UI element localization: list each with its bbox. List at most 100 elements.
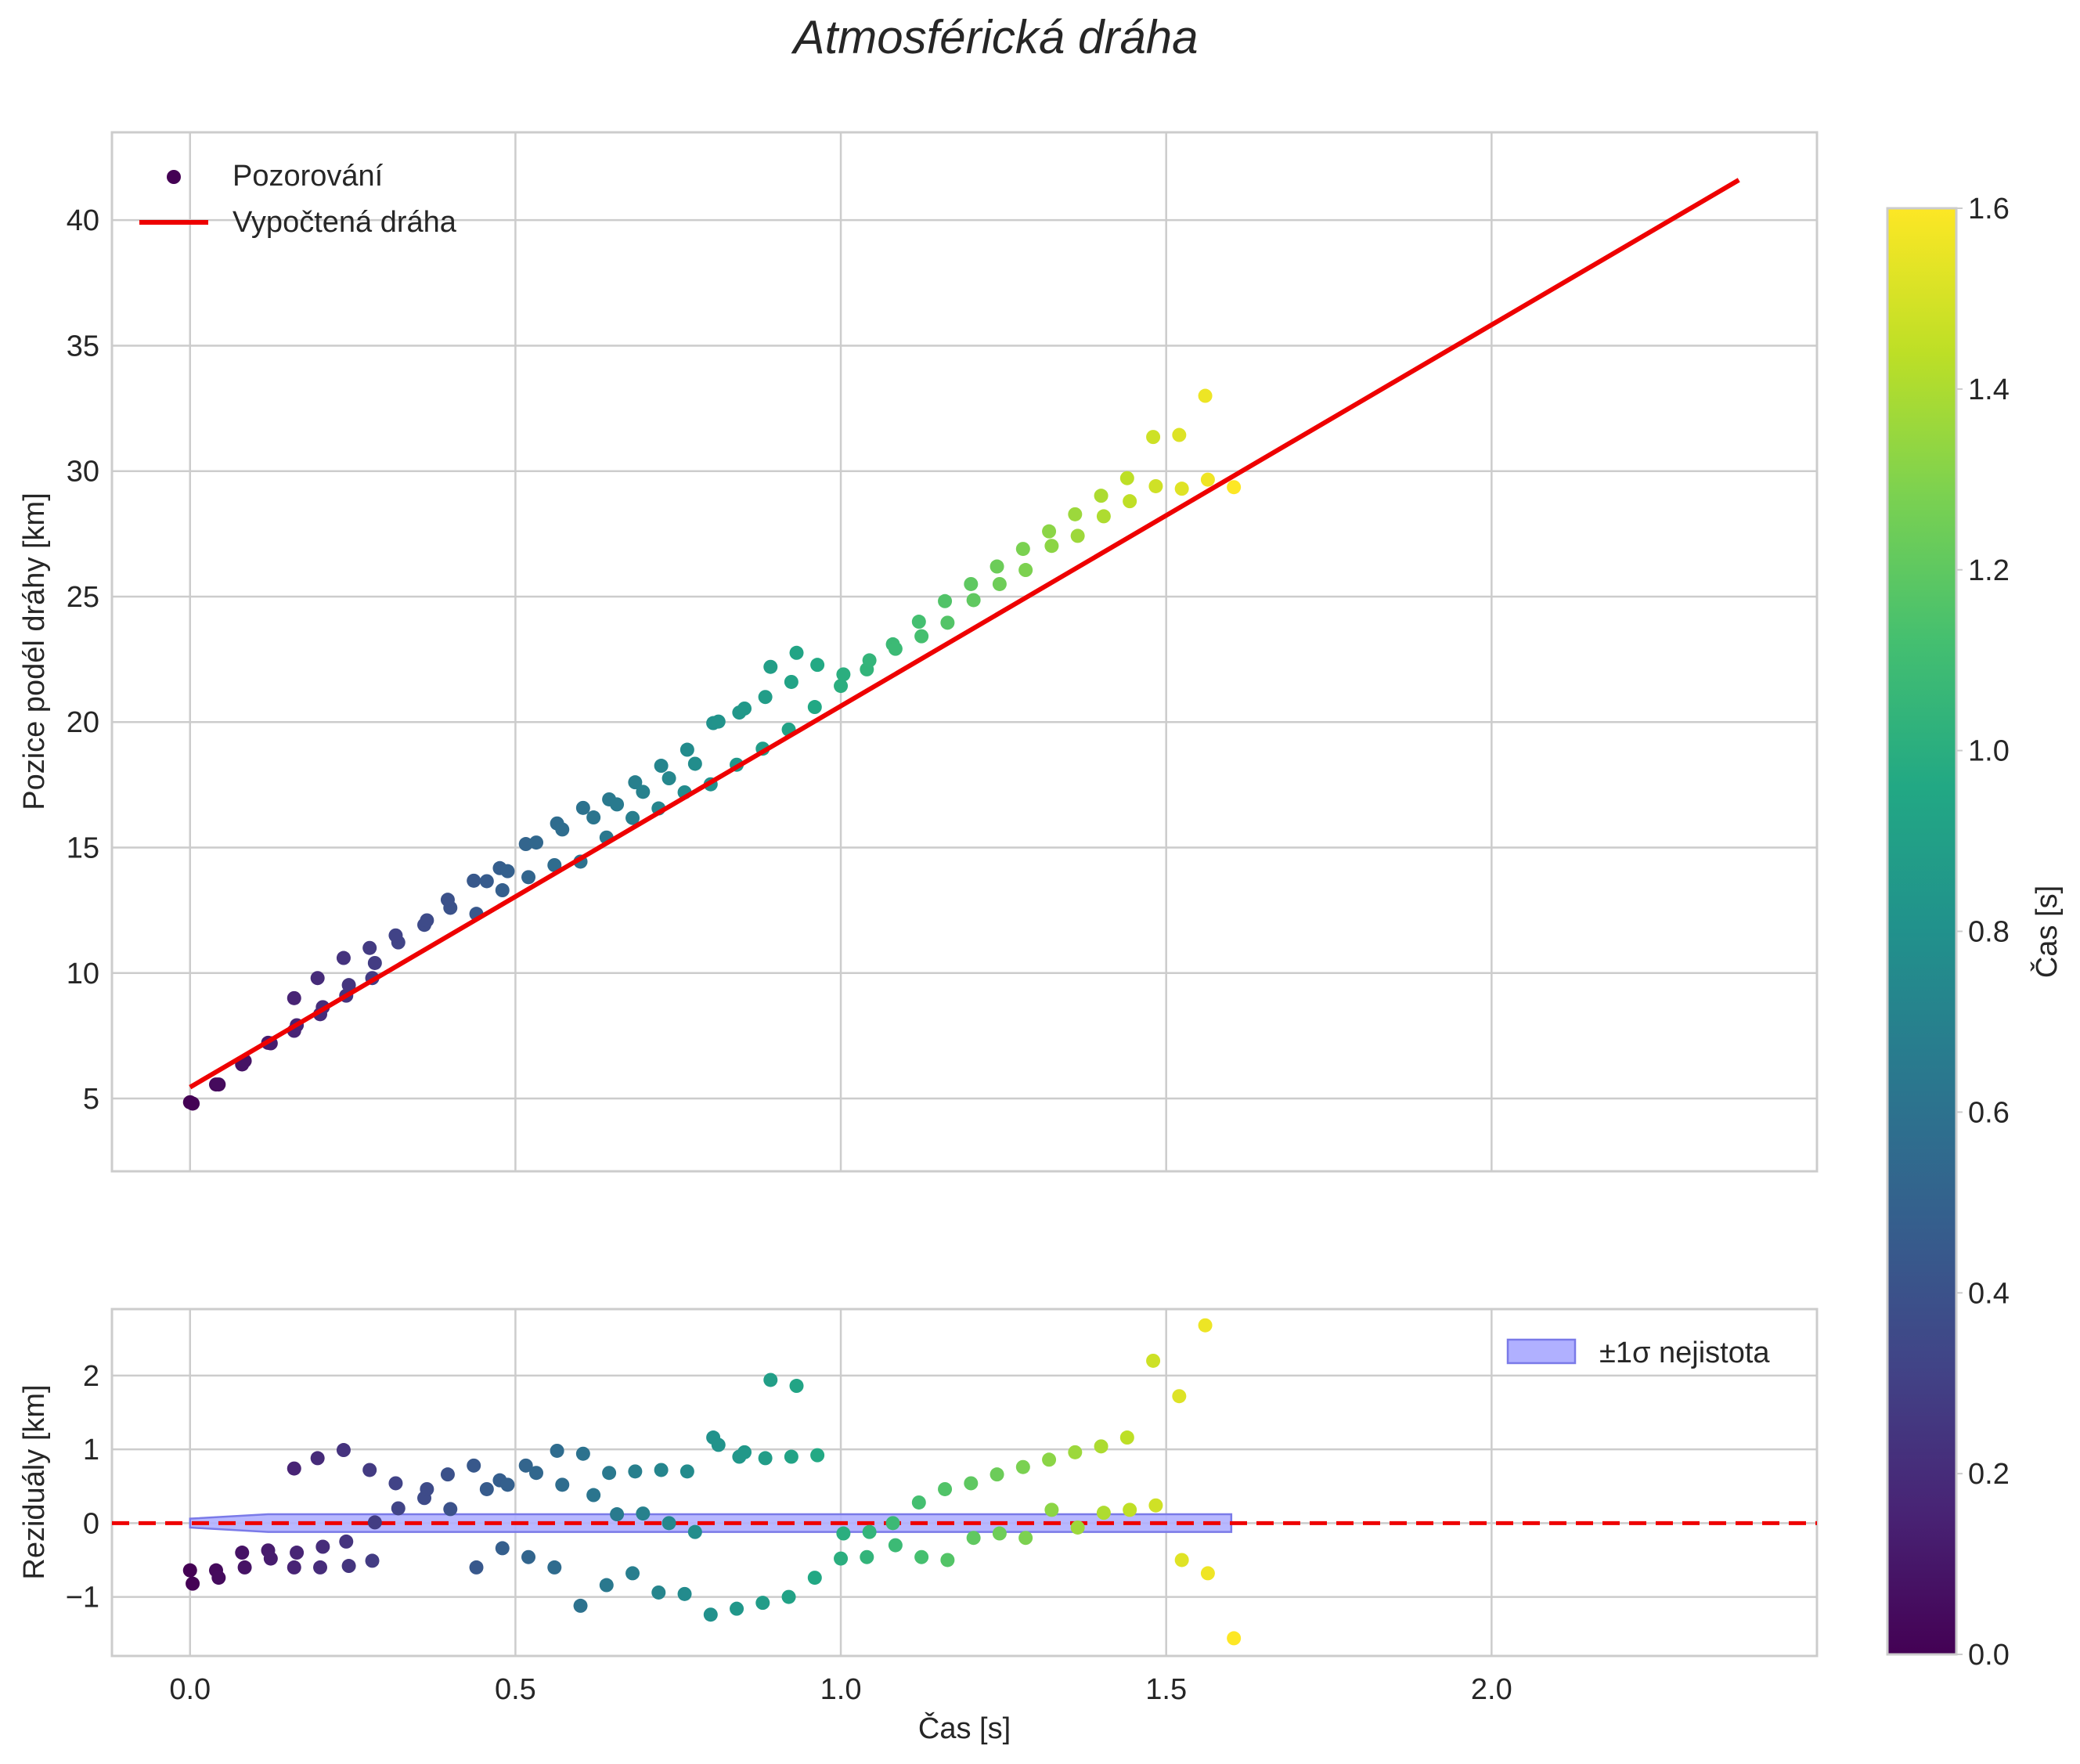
x-tick-label: 2.0 (1471, 1673, 1512, 1706)
y-tick-label: 20 (67, 706, 99, 739)
observation-point (186, 1096, 200, 1111)
residual-point (651, 1585, 666, 1600)
observation-point (1096, 509, 1111, 524)
observation-point (888, 641, 903, 656)
observation-point (211, 1077, 226, 1092)
legend-observation-label: Pozorování (233, 160, 384, 193)
residual-point (211, 1571, 226, 1585)
residual-point (235, 1546, 250, 1560)
residual-point (1148, 1498, 1163, 1513)
residual-point (711, 1438, 726, 1452)
observation-point (341, 978, 356, 993)
residuals-axes: 0.0 0.5 1.0 1.5 2.0 −1 0 1 2 Reziduály [km] Čas … (18, 1308, 1819, 1745)
y-tick-label: 15 (67, 832, 99, 865)
observation-point (836, 667, 851, 682)
residual-point (737, 1445, 752, 1459)
residual-point (1068, 1445, 1083, 1459)
observation-point (467, 873, 481, 888)
residual-point (443, 1502, 458, 1517)
x-tick-label: 1.0 (820, 1673, 862, 1706)
residual-point (573, 1598, 588, 1613)
y-tick-label: 35 (67, 330, 99, 363)
residual-point (336, 1443, 351, 1458)
residual-point (263, 1551, 278, 1566)
legend-observation-marker (167, 170, 181, 184)
residual-point (182, 1563, 197, 1578)
trajectory-legend: Pozorování Vypočtená dráha (139, 160, 457, 239)
residual-point (1018, 1531, 1033, 1546)
residual-point (1096, 1506, 1111, 1521)
observation-point (964, 576, 979, 591)
residual-point (888, 1538, 903, 1553)
observation-point (661, 771, 676, 786)
residual-points (182, 1318, 1242, 1646)
x-tick-label: 1.5 (1145, 1673, 1187, 1706)
observation-point (586, 810, 601, 825)
colorbar-tick-label: 0.2 (1968, 1458, 2010, 1491)
observation-point (547, 857, 562, 872)
residual-point (680, 1464, 694, 1479)
y-tick-label: 1 (83, 1434, 99, 1466)
fit-line (189, 178, 1740, 1090)
colorbar-tick-label: 1.6 (1968, 193, 2010, 225)
residual-point (287, 1560, 301, 1575)
observation-point (362, 940, 377, 955)
residual-point (661, 1516, 676, 1531)
colorbar-tick-label: 1.0 (1968, 735, 2010, 768)
residual-point (625, 1566, 640, 1581)
observation-point (518, 837, 533, 852)
residual-point (586, 1488, 601, 1502)
residual-point (636, 1506, 651, 1521)
observation-point (529, 835, 544, 850)
residual-point (628, 1464, 643, 1479)
observation-point (758, 690, 773, 705)
observation-point (911, 615, 926, 629)
residuals-axes-frame (110, 1308, 1819, 1658)
residual-point (500, 1477, 515, 1492)
residual-point (469, 1560, 484, 1575)
residual-point (763, 1373, 778, 1387)
residual-point (862, 1524, 877, 1539)
residual-point (911, 1495, 926, 1510)
residual-point (365, 1553, 380, 1568)
observation-point (992, 576, 1007, 591)
residual-point (186, 1576, 200, 1591)
residual-point (420, 1481, 434, 1496)
observation-point (495, 883, 510, 898)
colorbar-tick-label: 1.2 (1968, 554, 2010, 587)
y-tick-label: 5 (83, 1083, 99, 1116)
residual-point (885, 1516, 900, 1531)
observation-point (1146, 430, 1161, 445)
observation-point (479, 874, 494, 889)
colorbar-label: Čas [s] (2029, 886, 2064, 978)
residual-point (834, 1551, 849, 1566)
observation-point (862, 653, 877, 668)
residual-point (495, 1541, 510, 1556)
y-tick-label: 2 (83, 1360, 99, 1393)
observation-point (1070, 528, 1085, 543)
observation-point (1018, 563, 1033, 578)
residual-point (860, 1549, 874, 1564)
legend-band-label: ±1σ nejistota (1599, 1337, 1770, 1369)
residual-point (654, 1463, 669, 1477)
residual-point (440, 1467, 455, 1482)
residual-point (1123, 1502, 1137, 1517)
residual-point (362, 1463, 377, 1477)
residual-point (781, 1589, 796, 1604)
residual-point (730, 1601, 744, 1616)
residual-point (914, 1549, 929, 1564)
residual-point (1198, 1318, 1213, 1333)
residual-point (990, 1467, 1004, 1482)
residuals-y-label: Reziduály [km] (18, 1384, 51, 1579)
residual-point (1119, 1430, 1134, 1445)
y-tick-label: 25 (67, 581, 99, 614)
residual-point (602, 1466, 617, 1481)
observation-point (654, 759, 669, 774)
trajectory-tick-labels: 5 10 15 20 25 30 35 40 (67, 204, 99, 1116)
observation-points (182, 388, 1242, 1111)
residual-point (391, 1501, 406, 1516)
residual-point (755, 1596, 770, 1611)
residual-point (547, 1560, 562, 1575)
